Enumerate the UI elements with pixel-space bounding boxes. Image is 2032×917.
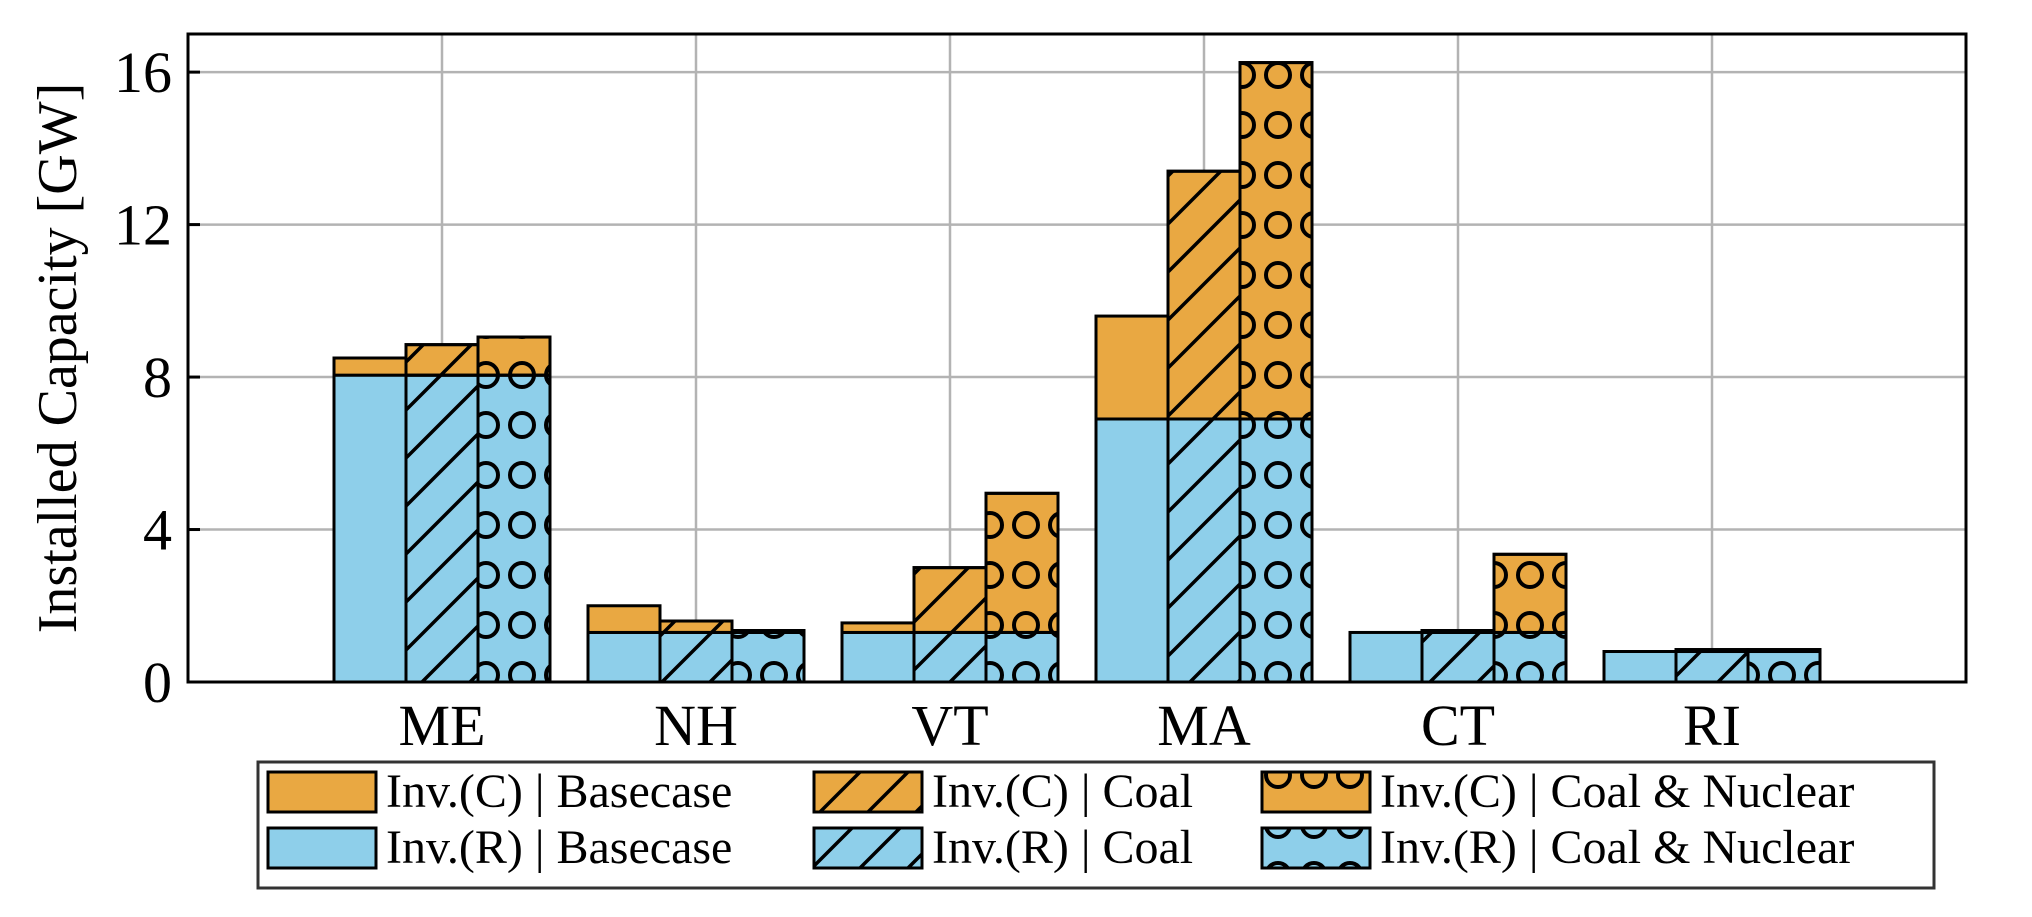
legend: Inv.(C) | Basecase Inv.(C) | Coal Inv.(C) …: [256, 760, 1936, 890]
legend-label-inv-r-coal-nuclear: Inv.(R) | Coal & Nuclear: [1380, 821, 1854, 874]
y-tick-label: 4: [143, 498, 172, 563]
bar-vt-inv-c-coal-nuclear-pattern: [984, 491, 1060, 634]
y-axis-label: Installed Capacity [GW]: [27, 83, 89, 633]
x-tick-label-ma: MA: [1157, 693, 1251, 758]
legend-label-inv-c-basecase: Inv.(C) | Basecase: [386, 765, 732, 818]
bar-ri-inv-c-coal-pattern: [1674, 648, 1750, 654]
axis-ticks: ME NH VT MA CT RI 0 4 8 12 16: [114, 40, 1741, 758]
bar-ma-inv-r-basecase: [1094, 417, 1170, 684]
bar-ct-inv-r-coal-pattern: [1420, 630, 1496, 684]
bar-vt-inv-r-coal-nuclear-pattern: [984, 630, 1060, 684]
x-tick-label-vt: VT: [911, 693, 988, 758]
x-tick-label-nh: NH: [654, 693, 738, 758]
bar-ma-inv-c-coal-pattern: [1166, 169, 1242, 421]
legend-swatch-inv-c-coal-nuclear-pattern: [1260, 770, 1372, 814]
legend-frame: [256, 760, 1936, 890]
bar-ma-inv-r-coal-nuclear-pattern: [1238, 417, 1314, 684]
bar-ri-inv-c-coal-nuclear-pattern: [1746, 648, 1822, 654]
legend-swatch-inv-r-coal-nuclear-pattern: [1260, 826, 1372, 870]
legend-label-inv-c-coal-nuclear: Inv.(C) | Coal & Nuclear: [1380, 765, 1854, 818]
plot-frame: [186, 32, 1968, 684]
bar-ri-inv-r-coal-nuclear-pattern: [1746, 650, 1822, 684]
bar-nh-inv-r-coal-nuclear-pattern: [730, 630, 806, 684]
bar-ma-inv-r-coal-pattern: [1166, 417, 1242, 684]
bar-me-inv-r-basecase: [332, 373, 408, 684]
y-tick-label: 0: [143, 650, 172, 715]
bars: [332, 61, 1822, 684]
bar-ct-inv-c-coal-nuclear-pattern: [1492, 552, 1568, 634]
bar-nh-inv-r-coal-pattern: [658, 630, 734, 684]
bar-ri-inv-r-basecase: [1602, 650, 1678, 684]
bar-me-inv-c-coal-nuclear-pattern: [476, 335, 552, 377]
legend-swatch-inv-r-coal-pattern: [812, 826, 924, 870]
bar-vt-inv-c-basecase: [840, 621, 916, 634]
legend-label-inv-r-coal: Inv.(R) | Coal: [932, 821, 1193, 874]
x-tick-label-ct: CT: [1421, 693, 1495, 758]
bar-me-inv-c-basecase: [332, 356, 408, 377]
bar-ma-inv-c-coal-nuclear-pattern: [1238, 61, 1314, 421]
y-tick-label: 16: [114, 40, 172, 105]
legend-swatch-inv-c-coal-pattern: [812, 770, 924, 814]
bar-ct-inv-r-coal-nuclear-pattern: [1492, 630, 1568, 684]
x-tick-label-me: ME: [399, 693, 486, 758]
bar-ma-inv-c-basecase: [1094, 314, 1170, 421]
bar-me-inv-r-coal-nuclear-pattern: [476, 373, 552, 684]
bar-vt-inv-r-basecase: [840, 630, 916, 684]
bar-me-inv-r-coal-pattern: [404, 373, 480, 684]
y-tick-label: 8: [143, 345, 172, 410]
x-tick-label-ri: RI: [1683, 693, 1741, 758]
bar-nh-inv-c-basecase: [586, 604, 662, 634]
y-tick-label: 12: [114, 193, 172, 258]
legend-swatch-inv-r-basecase: [266, 826, 378, 870]
bar-ct-inv-r-basecase: [1348, 630, 1424, 684]
bar-vt-inv-c-coal-pattern: [912, 566, 988, 634]
bar-nh-inv-r-basecase: [586, 630, 662, 684]
bar-nh-inv-c-coal-pattern: [658, 619, 734, 634]
bar-vt-inv-r-coal-pattern: [912, 630, 988, 684]
bar-ct-inv-c-coal-pattern: [1420, 629, 1496, 634]
legend-label-inv-c-coal: Inv.(C) | Coal: [932, 765, 1193, 818]
legend-swatch-inv-c-basecase: [266, 770, 378, 814]
bar-me-inv-c-coal-pattern: [404, 343, 480, 377]
bar-ri-inv-r-coal-pattern: [1674, 650, 1750, 684]
bar-nh-inv-c-coal-nuclear-pattern: [730, 629, 806, 634]
legend-label-inv-r-basecase: Inv.(R) | Basecase: [386, 821, 732, 874]
